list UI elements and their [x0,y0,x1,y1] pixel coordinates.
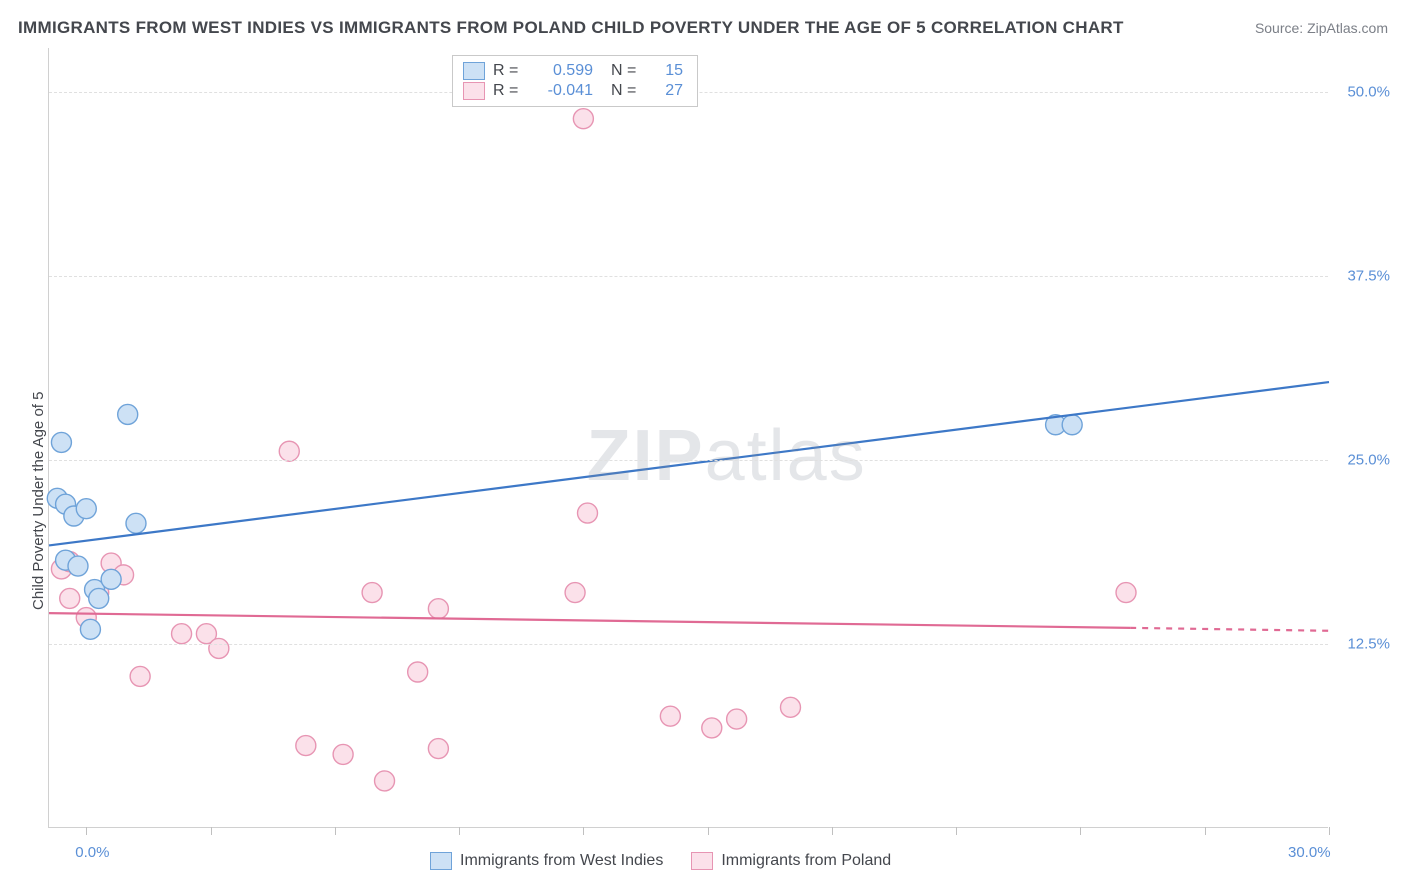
chart-svg [49,48,1328,827]
data-point [118,404,138,424]
gridline [49,460,1328,461]
x-tick-label: 30.0% [1288,844,1331,861]
chart-source: Source: ZipAtlas.com [1255,20,1388,36]
data-point [68,556,88,576]
legend-n-label: N = [611,62,645,80]
legend-n-value: 15 [653,62,683,80]
data-point [101,569,121,589]
legend-series-item: Immigrants from West Indies [430,852,663,870]
legend-stats-row: R = -0.041 N = 27 [463,82,683,100]
gridline [49,276,1328,277]
gridline [49,644,1328,645]
legend-swatch [691,852,713,870]
x-tick [1205,827,1206,835]
data-point [362,583,382,603]
x-tick [708,827,709,835]
data-point [209,638,229,658]
x-tick [583,827,584,835]
y-tick-label: 37.5% [1347,268,1390,285]
y-tick-label: 25.0% [1347,452,1390,469]
data-point [573,109,593,129]
data-point [1062,415,1082,435]
data-point [780,697,800,717]
data-point [126,513,146,533]
data-point [76,499,96,519]
legend-stats: R = 0.599 N = 15 R = -0.041 N = 27 [452,55,698,107]
data-point [51,432,71,452]
legend-r-value: -0.041 [535,82,593,100]
data-point [578,503,598,523]
data-point [428,599,448,619]
legend-swatch [463,82,485,100]
data-point [172,624,192,644]
data-point [702,718,722,738]
y-axis-label: Child Poverty Under the Age of 5 [30,391,47,609]
data-point [80,619,100,639]
data-point [333,744,353,764]
legend-series-item: Immigrants from Poland [691,852,891,870]
x-tick [1080,827,1081,835]
legend-n-value: 27 [653,82,683,100]
legend-r-value: 0.599 [535,62,593,80]
x-tick-label: 0.0% [75,844,109,861]
legend-stats-row: R = 0.599 N = 15 [463,62,683,80]
data-point [565,583,585,603]
data-point [1116,583,1136,603]
data-point [660,706,680,726]
x-tick [1329,827,1330,835]
data-point [296,736,316,756]
plot-area: ZIPatlas 12.5%25.0%37.5%50.0% [48,48,1328,828]
legend-series: Immigrants from West Indies Immigrants fr… [430,852,891,870]
legend-series-label: Immigrants from Poland [721,852,891,870]
data-point [408,662,428,682]
data-point [428,739,448,759]
trend-line [49,382,1329,545]
x-tick [211,827,212,835]
x-tick [335,827,336,835]
data-point [727,709,747,729]
data-point [60,588,80,608]
data-point [375,771,395,791]
x-tick [832,827,833,835]
x-tick [956,827,957,835]
chart-header: IMMIGRANTS FROM WEST INDIES VS IMMIGRANT… [18,18,1388,38]
legend-swatch [463,62,485,80]
legend-n-label: N = [611,82,645,100]
y-tick-label: 12.5% [1347,636,1390,653]
data-point [130,666,150,686]
legend-r-label: R = [493,82,527,100]
x-tick [459,827,460,835]
legend-swatch [430,852,452,870]
legend-series-label: Immigrants from West Indies [460,852,663,870]
legend-r-label: R = [493,62,527,80]
data-point [89,588,109,608]
trend-line [1130,628,1329,631]
chart-title: IMMIGRANTS FROM WEST INDIES VS IMMIGRANT… [18,18,1124,38]
x-tick [86,827,87,835]
data-point [279,441,299,461]
y-tick-label: 50.0% [1347,84,1390,101]
